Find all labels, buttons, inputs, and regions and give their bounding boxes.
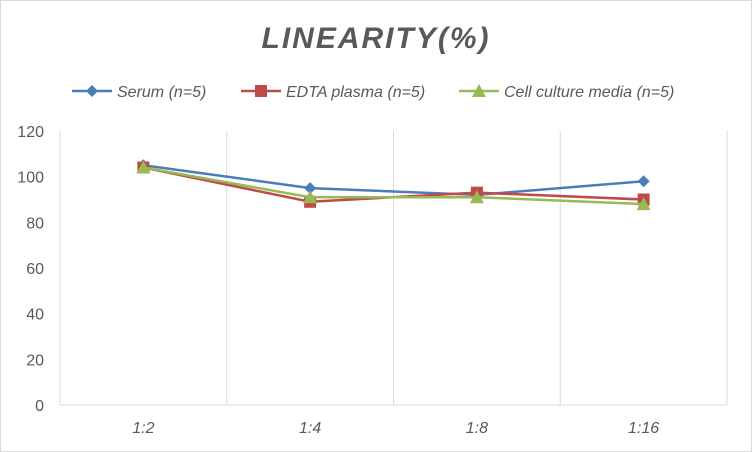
legend-marker <box>86 85 98 97</box>
data-point <box>303 190 318 204</box>
data-point <box>304 182 317 195</box>
series-line <box>143 166 644 206</box>
legend-label: Serum (n=5) <box>117 84 206 101</box>
x-tick-label: 1:16 <box>628 420 659 437</box>
y-tick-label: 120 <box>17 124 44 141</box>
chart-title: LINEARITY(%) <box>262 22 491 55</box>
legend-item-2: EDTA plasma (n=5) <box>241 84 425 101</box>
data-point <box>469 190 484 204</box>
y-axis: 0 20 40 60 80 100 120 <box>17 124 44 415</box>
x-tick-label: 1:8 <box>466 420 488 437</box>
legend-item-3: Cell culture media (n=5) <box>459 84 674 101</box>
plot-grid <box>59 131 728 406</box>
y-tick-label: 80 <box>26 215 44 232</box>
series-line <box>143 164 644 197</box>
legend-marker <box>472 84 486 97</box>
legend-marker <box>255 85 267 97</box>
data-point <box>136 160 151 174</box>
y-tick-label: 20 <box>26 352 44 369</box>
x-tick-label: 1:4 <box>299 420 321 437</box>
y-tick-label: 0 <box>35 398 44 415</box>
legend: Serum (n=5) EDTA plasma (n=5) Cell culture… <box>72 84 674 101</box>
data-point <box>636 197 651 211</box>
series-group <box>136 159 651 211</box>
y-tick-label: 100 <box>17 170 44 187</box>
x-tick-label: 1:2 <box>132 420 154 437</box>
series-3 <box>136 160 651 211</box>
legend-label: EDTA plasma (n=5) <box>286 84 425 101</box>
data-point <box>637 175 650 188</box>
x-axis: 1:2 1:4 1:8 1:16 <box>132 420 659 437</box>
legend-label: Cell culture media (n=5) <box>504 84 674 101</box>
legend-item-1: Serum (n=5) <box>72 84 206 101</box>
y-tick-label: 60 <box>26 261 44 278</box>
y-tick-label: 40 <box>26 307 44 324</box>
